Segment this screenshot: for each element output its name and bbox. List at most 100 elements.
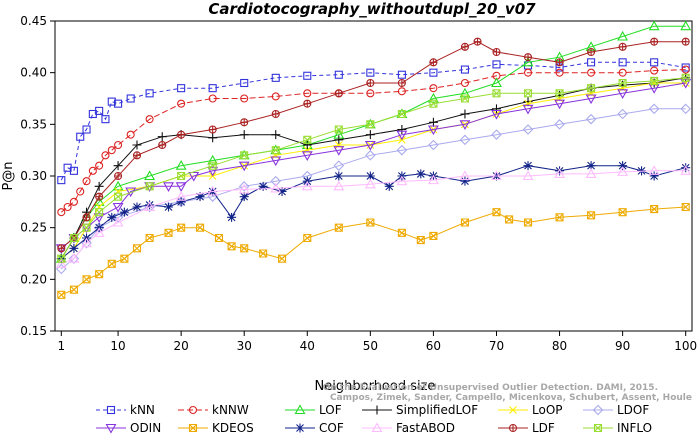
data-point (175, 182, 187, 192)
legend-marker (295, 423, 305, 433)
data-point (334, 89, 343, 98)
data-point (492, 208, 501, 217)
data-point (177, 130, 186, 139)
data-point (365, 171, 375, 181)
data-point (69, 285, 78, 294)
data-point (63, 202, 72, 212)
data-point (473, 37, 482, 46)
data-point (101, 151, 110, 160)
data-point (82, 223, 91, 232)
data-point (460, 218, 470, 227)
y-tick-label: 0.45 (20, 14, 47, 28)
data-point (271, 73, 280, 82)
series-cof (56, 161, 691, 264)
data-point (522, 104, 534, 115)
data-point (196, 223, 205, 232)
data-point (587, 84, 596, 93)
data-point (208, 125, 217, 134)
x-axis-ticks: 1 10 20 30 40 50 60 70 80 90 100 (57, 331, 697, 353)
legend-item-cof: COF (285, 421, 344, 434)
data-point (145, 233, 154, 243)
legend-label: FastABOD (396, 421, 455, 434)
legend-label: kNN (130, 403, 155, 417)
data-point (208, 84, 217, 93)
data-point (107, 259, 116, 268)
data-point (554, 99, 565, 110)
data-point (492, 89, 501, 98)
data-point (144, 201, 156, 212)
data-point (585, 168, 597, 178)
legend-item-odin: ODIN (96, 421, 161, 434)
data-point (158, 140, 167, 150)
data-point (364, 178, 376, 189)
data-point (175, 191, 187, 201)
series-line (61, 170, 686, 265)
data-point (55, 258, 67, 268)
data-point (397, 70, 406, 79)
data-point (585, 113, 597, 125)
data-point (258, 181, 268, 191)
data-point (302, 140, 312, 150)
x-tick-label: 40 (300, 339, 315, 353)
legend-label: COF (319, 421, 344, 434)
data-point (101, 115, 110, 124)
data-point (114, 99, 123, 108)
data-point (301, 151, 313, 161)
data-point (68, 253, 80, 263)
data-point (207, 154, 219, 165)
x-tick-label: 20 (173, 339, 188, 353)
data-point (427, 174, 439, 185)
data-point (112, 202, 124, 213)
data-point (429, 68, 438, 77)
data-point (57, 208, 66, 217)
data-point (120, 254, 129, 263)
data-point (397, 78, 406, 88)
data-point (112, 216, 124, 227)
data-point (397, 87, 406, 96)
y-tick-label: 0.35 (20, 117, 47, 131)
data-point (384, 181, 394, 191)
data-point (240, 94, 249, 103)
legend-marker (106, 405, 116, 415)
x-tick-label: 50 (363, 339, 378, 353)
data-point (416, 169, 426, 179)
data-point (460, 176, 470, 186)
legend-marker (371, 422, 383, 433)
data-point (617, 108, 628, 120)
data-point (554, 168, 565, 178)
data-point (333, 160, 345, 171)
data-point (366, 218, 375, 227)
data-point (81, 237, 92, 248)
data-point (491, 77, 502, 88)
series-line (60, 108, 686, 270)
data-point (175, 160, 187, 170)
data-point (681, 163, 691, 173)
data-point (145, 115, 154, 124)
data-point (618, 208, 627, 217)
data-point (680, 103, 691, 115)
legend-marker (593, 423, 603, 433)
data-point (114, 171, 123, 181)
data-point (240, 244, 249, 253)
data-point (144, 170, 156, 181)
data-point (240, 118, 249, 127)
y-tick-label: 0.25 (20, 221, 47, 235)
credit-line-1: Campos, Zimek, Sander, Campello, Micenko… (330, 393, 692, 403)
data-point (397, 109, 406, 119)
data-point (132, 140, 142, 150)
data-point (57, 254, 66, 263)
legend-item-loop: LoOP (498, 403, 563, 417)
data-point (650, 58, 659, 67)
legend-marker (188, 405, 198, 415)
legend: kNN kNNW LOF SimplifiedLOF LoOP LDOF ODIN KDEOS… (96, 403, 652, 434)
data-point (176, 197, 186, 207)
legend-label: kNNW (212, 403, 249, 417)
data-point (459, 170, 471, 181)
data-point (119, 207, 129, 217)
data-point (94, 181, 104, 191)
data-point (587, 58, 596, 67)
data-point (177, 84, 186, 93)
data-point (617, 30, 629, 41)
data-point (524, 99, 532, 108)
